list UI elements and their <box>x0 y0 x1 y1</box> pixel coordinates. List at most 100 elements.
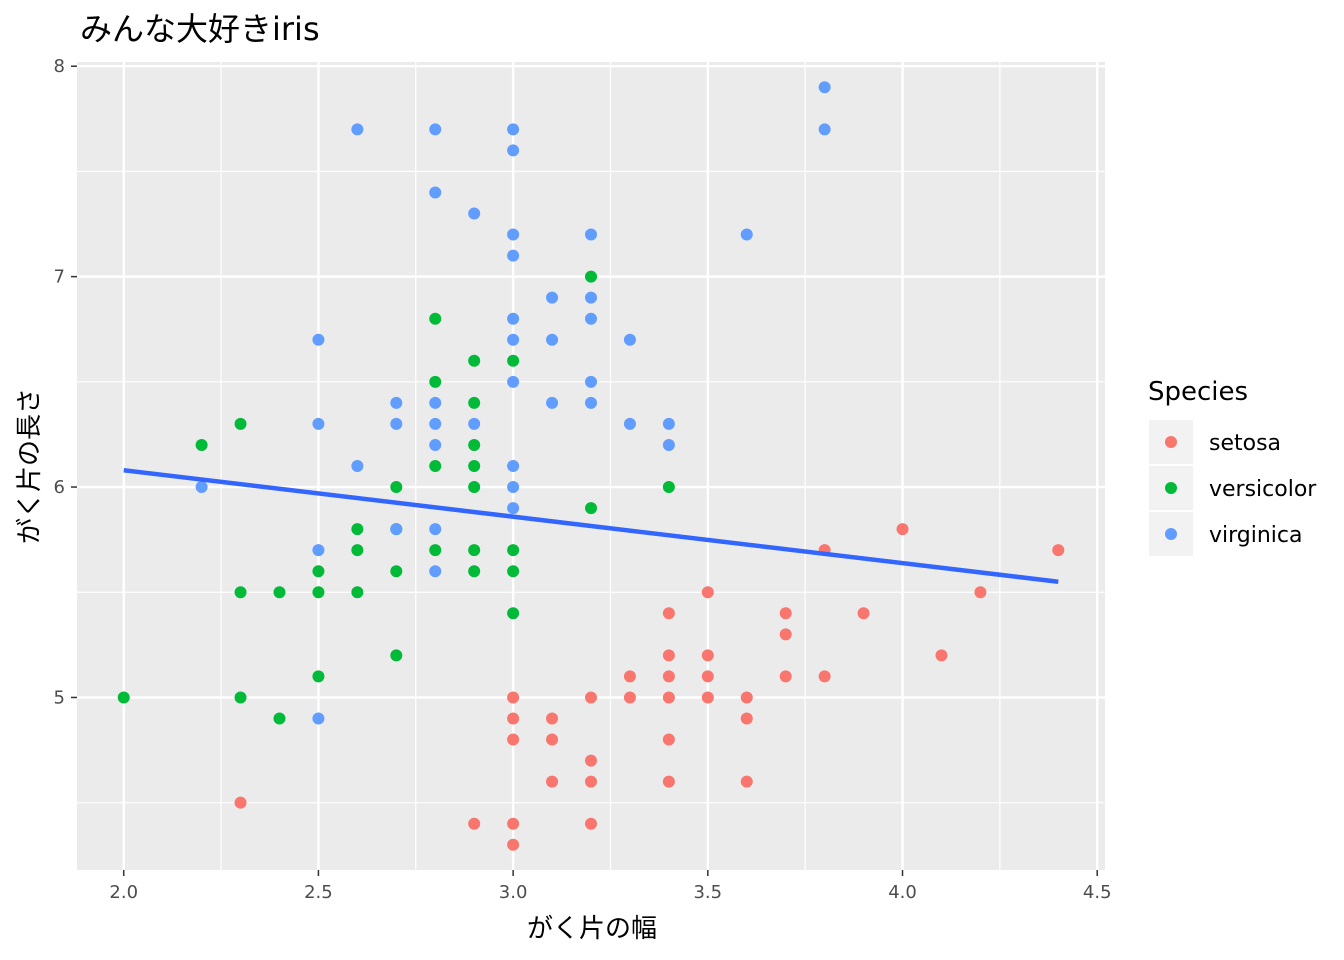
point-setosa <box>701 649 714 662</box>
point-versicolor <box>468 460 481 472</box>
point-virginica <box>507 249 520 262</box>
point-setosa <box>974 586 987 599</box>
point-versicolor <box>234 417 247 430</box>
point-versicolor <box>312 586 325 599</box>
axes: 2.0 2.5 3.0 3.5 4.0 4.5 5 6 7 8 <box>54 56 1112 903</box>
point-versicolor <box>273 712 286 725</box>
point-setosa <box>662 691 675 704</box>
point-setosa <box>623 670 636 683</box>
point-virginica <box>351 123 364 136</box>
point-setosa <box>701 586 714 599</box>
point-setosa <box>896 523 909 536</box>
point-virginica <box>623 333 636 346</box>
point-virginica <box>507 502 520 515</box>
point-virginica <box>429 186 442 199</box>
point-virginica <box>585 375 597 388</box>
point-versicolor <box>507 544 520 557</box>
point-setosa <box>546 712 559 725</box>
point-setosa <box>662 775 675 788</box>
point-virginica <box>429 123 442 136</box>
point-virginica <box>585 312 597 325</box>
y-tick-label: 6 <box>54 477 65 498</box>
grid-minor <box>77 62 1105 870</box>
point-setosa <box>585 754 597 767</box>
y-tick-label: 8 <box>54 56 65 77</box>
point-virginica <box>507 144 520 157</box>
point-virginica <box>662 438 675 451</box>
point-virginica <box>390 523 403 536</box>
point-versicolor <box>468 354 481 367</box>
point-virginica <box>740 228 753 241</box>
point-setosa <box>623 691 636 704</box>
point-setosa <box>662 733 675 746</box>
point-versicolor <box>351 586 364 599</box>
point-setosa <box>507 712 520 725</box>
legend-label-virginica: virginica <box>1209 523 1303 548</box>
point-setosa <box>234 796 247 809</box>
point-versicolor <box>390 481 403 494</box>
point-setosa <box>701 691 714 704</box>
point-versicolor <box>234 586 247 599</box>
legend: Species setosa versicolor virginica <box>1148 377 1317 556</box>
point-setosa <box>662 649 675 662</box>
grid-major <box>77 62 1105 870</box>
point-virginica <box>429 417 442 430</box>
point-setosa <box>1052 544 1065 557</box>
point-versicolor <box>507 565 520 578</box>
point-setosa <box>507 817 520 830</box>
y-tick-label: 7 <box>54 267 65 288</box>
legend-label-versicolor: versicolor <box>1209 477 1317 502</box>
point-setosa <box>740 712 753 725</box>
x-tick-label: 4.0 <box>888 882 917 903</box>
point-setosa <box>585 691 597 704</box>
point-virginica <box>546 333 559 346</box>
point-versicolor <box>351 544 364 557</box>
point-virginica <box>468 207 481 220</box>
point-versicolor <box>429 312 442 325</box>
point-virginica <box>429 565 442 578</box>
point-virginica <box>195 481 208 494</box>
point-virginica <box>507 312 520 325</box>
trend-line <box>123 467 1059 584</box>
point-versicolor <box>312 670 325 683</box>
legend-title: Species <box>1148 377 1248 407</box>
plot-panel <box>77 62 1105 870</box>
point-versicolor <box>468 565 481 578</box>
x-tick-label: 3.0 <box>499 882 528 903</box>
point-virginica <box>507 460 520 472</box>
point-virginica <box>429 438 442 451</box>
point-setosa <box>779 628 792 641</box>
x-tick-label: 3.5 <box>693 882 722 903</box>
point-setosa <box>662 670 675 683</box>
point-versicolor <box>429 375 442 388</box>
point-setosa <box>740 775 753 788</box>
legend-swatch-virginica <box>1165 528 1177 540</box>
y-tick-label: 5 <box>54 687 65 708</box>
point-versicolor <box>273 586 286 599</box>
legend-swatch-versicolor <box>1165 482 1177 494</box>
x-tick-label: 4.5 <box>1083 882 1112 903</box>
point-setosa <box>818 670 831 683</box>
x-axis-title: がく片の幅 <box>527 914 657 944</box>
point-virginica <box>390 417 403 430</box>
point-setosa <box>585 775 597 788</box>
point-setosa <box>701 670 714 683</box>
point-virginica <box>429 523 442 536</box>
point-virginica <box>507 228 520 241</box>
point-virginica <box>818 81 831 94</box>
x-tick-label: 2.0 <box>109 882 138 903</box>
point-setosa <box>546 733 559 746</box>
point-versicolor <box>585 502 597 515</box>
point-setosa <box>468 817 481 830</box>
point-setosa <box>935 649 948 662</box>
x-tick-label: 2.5 <box>304 882 333 903</box>
data-points <box>117 81 1065 851</box>
point-versicolor <box>195 438 208 451</box>
point-virginica <box>468 417 481 430</box>
chart-title: みんな大好きiris <box>80 10 320 48</box>
point-virginica <box>546 291 559 304</box>
point-versicolor <box>468 481 481 494</box>
point-virginica <box>351 460 364 472</box>
point-virginica <box>507 123 520 136</box>
point-setosa <box>507 691 520 704</box>
